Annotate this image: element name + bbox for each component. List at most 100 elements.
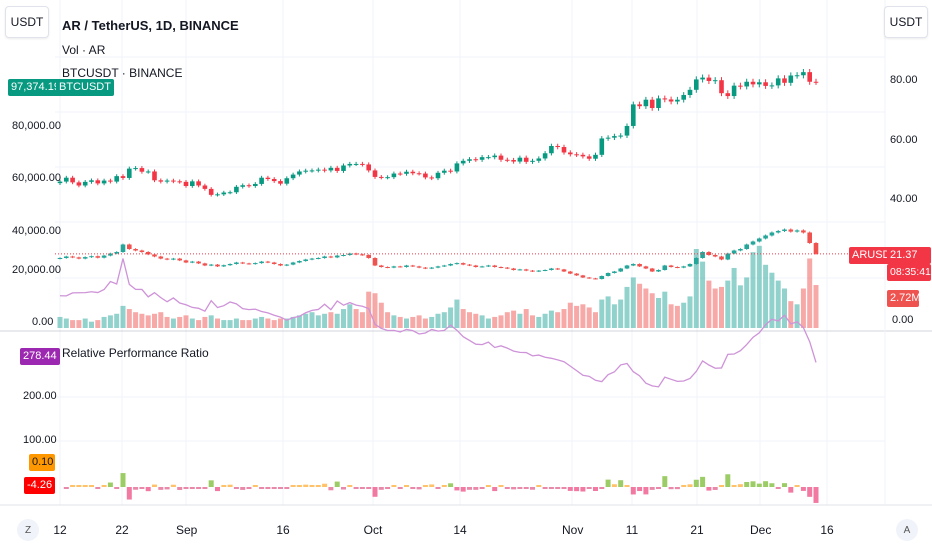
- ar-candle: [568, 271, 573, 274]
- histogram-bar: [624, 485, 630, 487]
- ar-candle: [379, 265, 384, 267]
- histogram-bar: [170, 484, 176, 487]
- volume-bar: [385, 312, 391, 328]
- volume-bar: [315, 315, 321, 328]
- ar-candle: [341, 255, 346, 256]
- ar-candle: [700, 252, 705, 258]
- volume-bar: [492, 316, 498, 328]
- histogram-bar: [435, 487, 441, 489]
- histogram-bar: [574, 487, 580, 492]
- volume-bar: [158, 312, 164, 328]
- ar-candle: [284, 264, 290, 266]
- btc-candle: [360, 163, 365, 165]
- ar-candle: [89, 256, 94, 258]
- log-scale-toggle-z[interactable]: Z: [17, 519, 39, 541]
- volume-bar: [624, 286, 630, 328]
- btc-candle: [423, 173, 428, 178]
- compare-legend[interactable]: BTCUSDT · BINANCE: [62, 66, 183, 80]
- ar-candle: [227, 264, 233, 266]
- volume-bar: [70, 320, 76, 328]
- ar-candle: [246, 263, 252, 265]
- ar-candle: [801, 230, 806, 233]
- volume-bar: [63, 318, 69, 328]
- btc-candle: [479, 157, 485, 160]
- ar-candle: [334, 255, 340, 258]
- volume-legend[interactable]: Vol · AR: [62, 43, 106, 57]
- left-currency-button[interactable]: USDT: [5, 6, 49, 38]
- volume-bar: [397, 316, 403, 328]
- histogram-bar: [769, 483, 775, 487]
- histogram-bar: [227, 484, 233, 487]
- histogram-bar: [233, 487, 239, 489]
- time-axis-label: 21: [690, 523, 704, 537]
- volume-bar: [725, 280, 731, 328]
- btc-candle: [561, 147, 567, 153]
- histogram-bar: [315, 485, 321, 487]
- volume-bar: [429, 316, 435, 328]
- volume-bar: [700, 261, 706, 328]
- ar-candle: [309, 258, 315, 260]
- volume-bar: [441, 312, 447, 328]
- histogram-bar: [246, 487, 252, 489]
- btc-candle: [788, 75, 794, 83]
- btc-candle: [385, 177, 390, 179]
- time-axis-label: 16: [820, 523, 834, 537]
- volume-bar: [57, 316, 63, 328]
- btc-candle: [574, 154, 579, 156]
- btc-candle: [492, 155, 497, 158]
- btc-candle: [555, 145, 560, 148]
- ar-candle: [145, 252, 151, 255]
- ar-candle: [253, 263, 258, 265]
- btc-candle: [127, 168, 132, 178]
- btc-candle: [694, 79, 699, 90]
- histogram-bar: [378, 487, 384, 490]
- btc-candle: [580, 154, 586, 157]
- histogram-bar: [479, 487, 485, 489]
- btc-candle: [221, 192, 227, 195]
- btc-candle: [517, 157, 523, 162]
- ar-candle: [719, 256, 724, 260]
- volume-bar: [290, 316, 296, 328]
- btc-candle: [731, 85, 737, 97]
- histogram-bar: [794, 485, 800, 487]
- ar-candle: [190, 261, 195, 263]
- histogram-bar: [278, 487, 283, 489]
- btc-candle: [624, 125, 630, 136]
- histogram-bar: [674, 487, 680, 490]
- ar-candle: [555, 268, 560, 270]
- volume-bar: [769, 272, 775, 328]
- ar-candle: [202, 263, 208, 266]
- ar-candle: [423, 267, 428, 269]
- btc-candle: [177, 181, 182, 183]
- btc-candle: [416, 173, 422, 175]
- volume-bar: [567, 302, 573, 328]
- histogram-bar: [630, 487, 636, 495]
- right-currency-button[interactable]: USDT: [884, 6, 928, 38]
- histogram-bar: [341, 487, 346, 490]
- histogram-bar: [152, 484, 157, 487]
- volume-bar: [643, 288, 649, 328]
- ar-candle: [542, 270, 548, 271]
- ar-candle: [731, 250, 737, 254]
- symbol-title[interactable]: AR / TetherUS, 1D, BINANCE: [62, 18, 239, 33]
- volume-bar: [467, 312, 472, 328]
- volume-bar: [782, 288, 787, 328]
- auto-scale-toggle-a[interactable]: A: [896, 519, 918, 541]
- ar-candle: [297, 261, 302, 263]
- left-tick: 20,000.00: [12, 264, 61, 276]
- histogram-bar: [668, 487, 674, 490]
- histogram-bar: [706, 487, 712, 491]
- histogram-bar: [133, 487, 139, 490]
- volume-bar: [763, 264, 769, 328]
- volume-bar: [246, 320, 252, 328]
- btc-candle: [328, 167, 334, 171]
- indicator-title[interactable]: Relative Performance Ratio: [62, 346, 209, 360]
- btc-candle: [404, 171, 409, 174]
- histogram-bar: [756, 483, 762, 487]
- btc-candle: [347, 163, 353, 166]
- ar-candle: [593, 278, 598, 280]
- ar-candle: [416, 266, 422, 268]
- histogram-bar: [89, 485, 94, 487]
- btc-candle: [316, 169, 321, 171]
